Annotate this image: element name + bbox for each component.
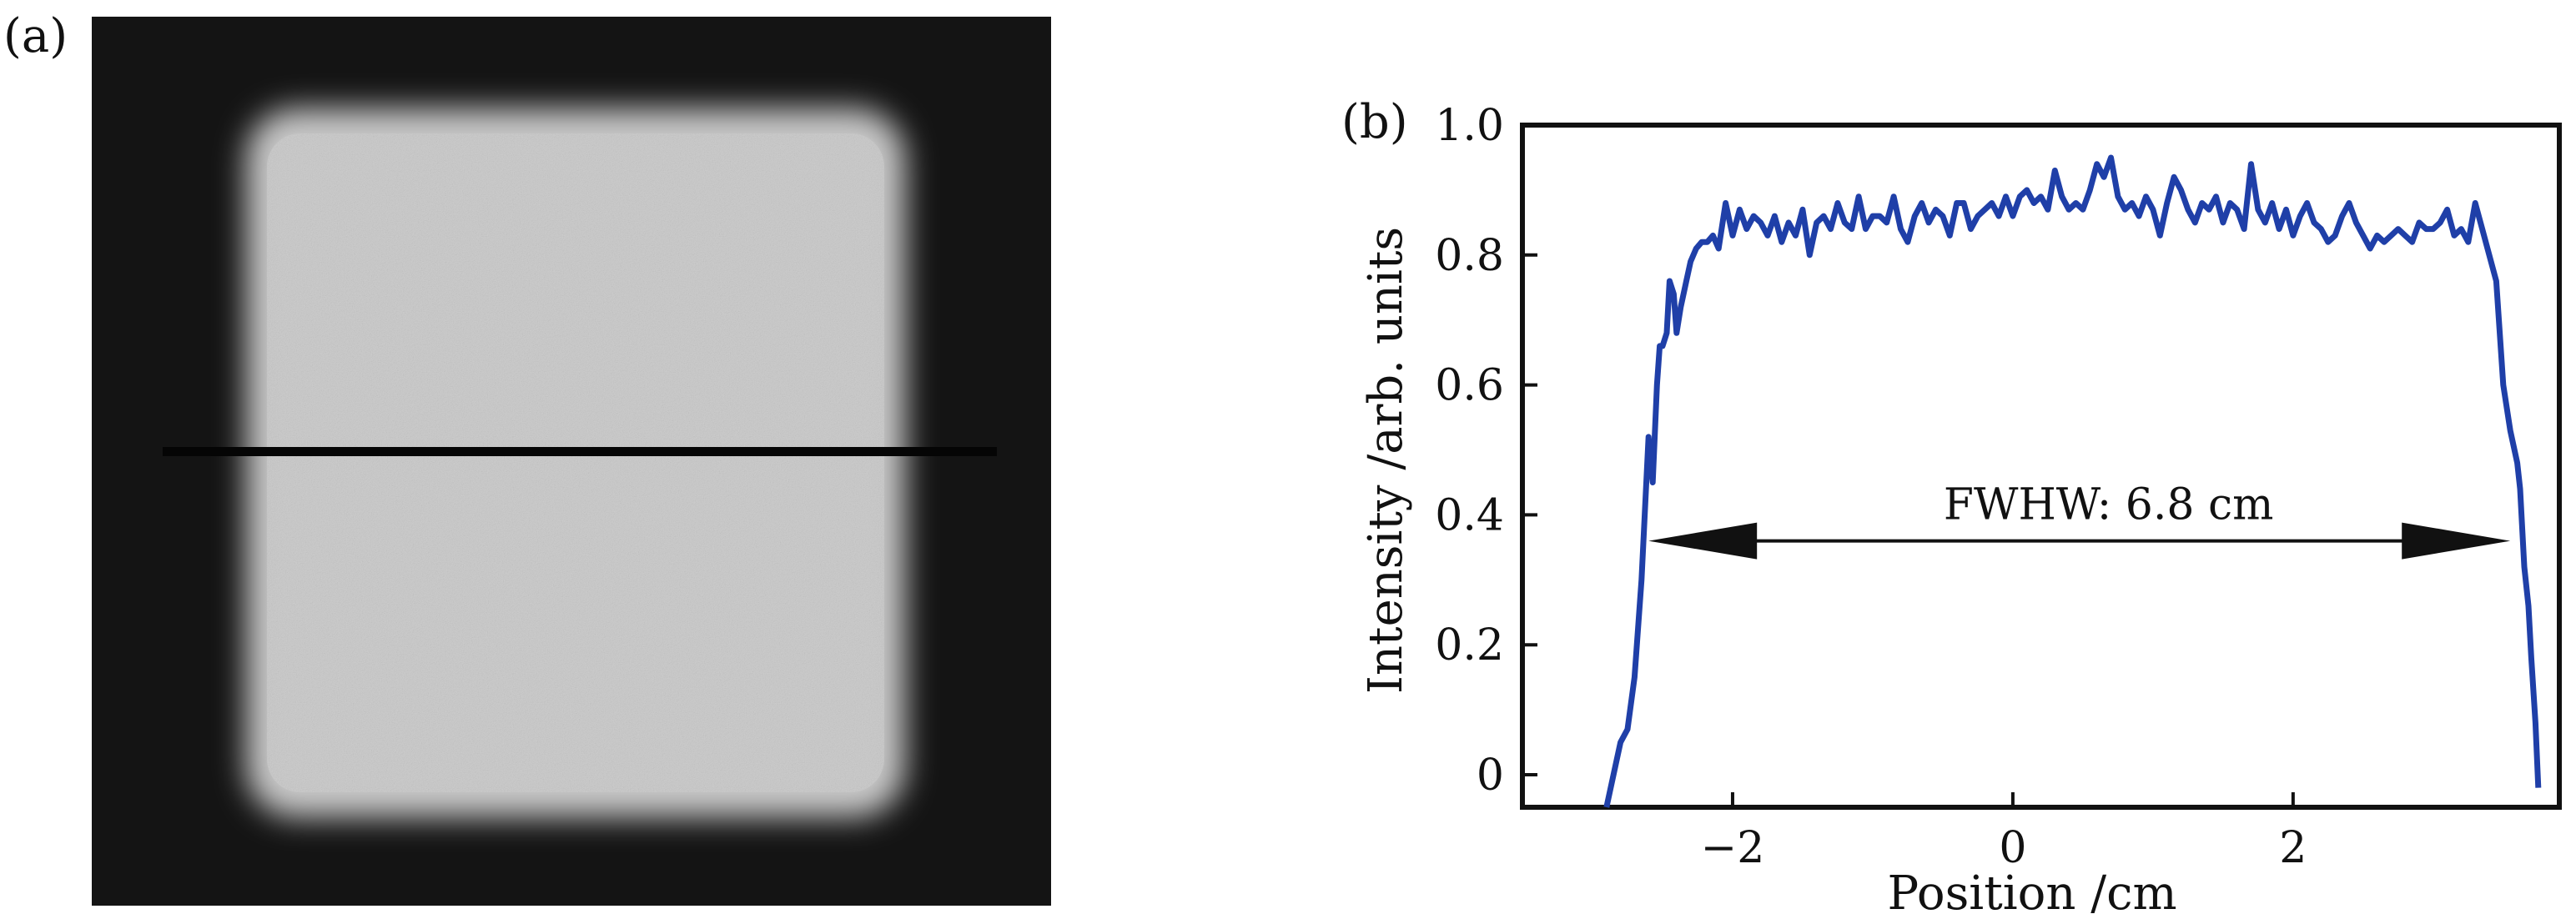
x-tick-label: 2	[2279, 823, 2307, 873]
y-tick-label: 0.4	[1435, 490, 1504, 540]
panel-a-label: (a)	[3, 9, 68, 63]
series-layer	[1603, 154, 2542, 808]
intensity-profile-chart: 0 0.2 0.4 0.6 0.8 1.0 −2 0 2 FWHW: 6.8 cm Posit…	[1359, 101, 2562, 914]
fwhm-annotation: FWHW: 6.8 cm	[1944, 480, 2274, 530]
panel-a: (a)	[3, 9, 1051, 906]
x-tick-label: −2	[1701, 823, 1765, 873]
plot-frame	[1520, 123, 2562, 810]
y-tick-label: 0.8	[1435, 231, 1504, 281]
y-tick-label: 0	[1477, 751, 1504, 801]
y-tick-label: 1.0	[1435, 101, 1504, 151]
fwhm-arrow-right	[2402, 522, 2511, 560]
panel-b-label: (b)	[1341, 95, 1408, 149]
x-tick-label: 0	[1999, 823, 2026, 873]
x-axis-title: Position /cm	[1887, 866, 2176, 914]
fwhm-arrow-left	[1648, 522, 1758, 560]
profile-cut-line	[163, 447, 997, 456]
y-tick-label: 0.2	[1435, 620, 1504, 670]
beam-spot-texture	[267, 133, 884, 792]
intensity-series-line	[1603, 154, 2542, 808]
y-axis-ticks: 0 0.2 0.4 0.6 0.8 1.0	[1435, 101, 1537, 801]
y-tick-label: 0.6	[1435, 361, 1504, 411]
y-axis-title: Intensity /arb. units	[1359, 227, 1413, 694]
panel-b: (b) 0 0.2 0.4 0.6 0.8 1.0 −2 0 2 FWHW: 6.8 cm P…	[1341, 95, 2562, 914]
x-axis-ticks: −2 0 2	[1701, 792, 2307, 873]
annotation-layer: FWHW: 6.8 cm	[1648, 480, 2511, 560]
